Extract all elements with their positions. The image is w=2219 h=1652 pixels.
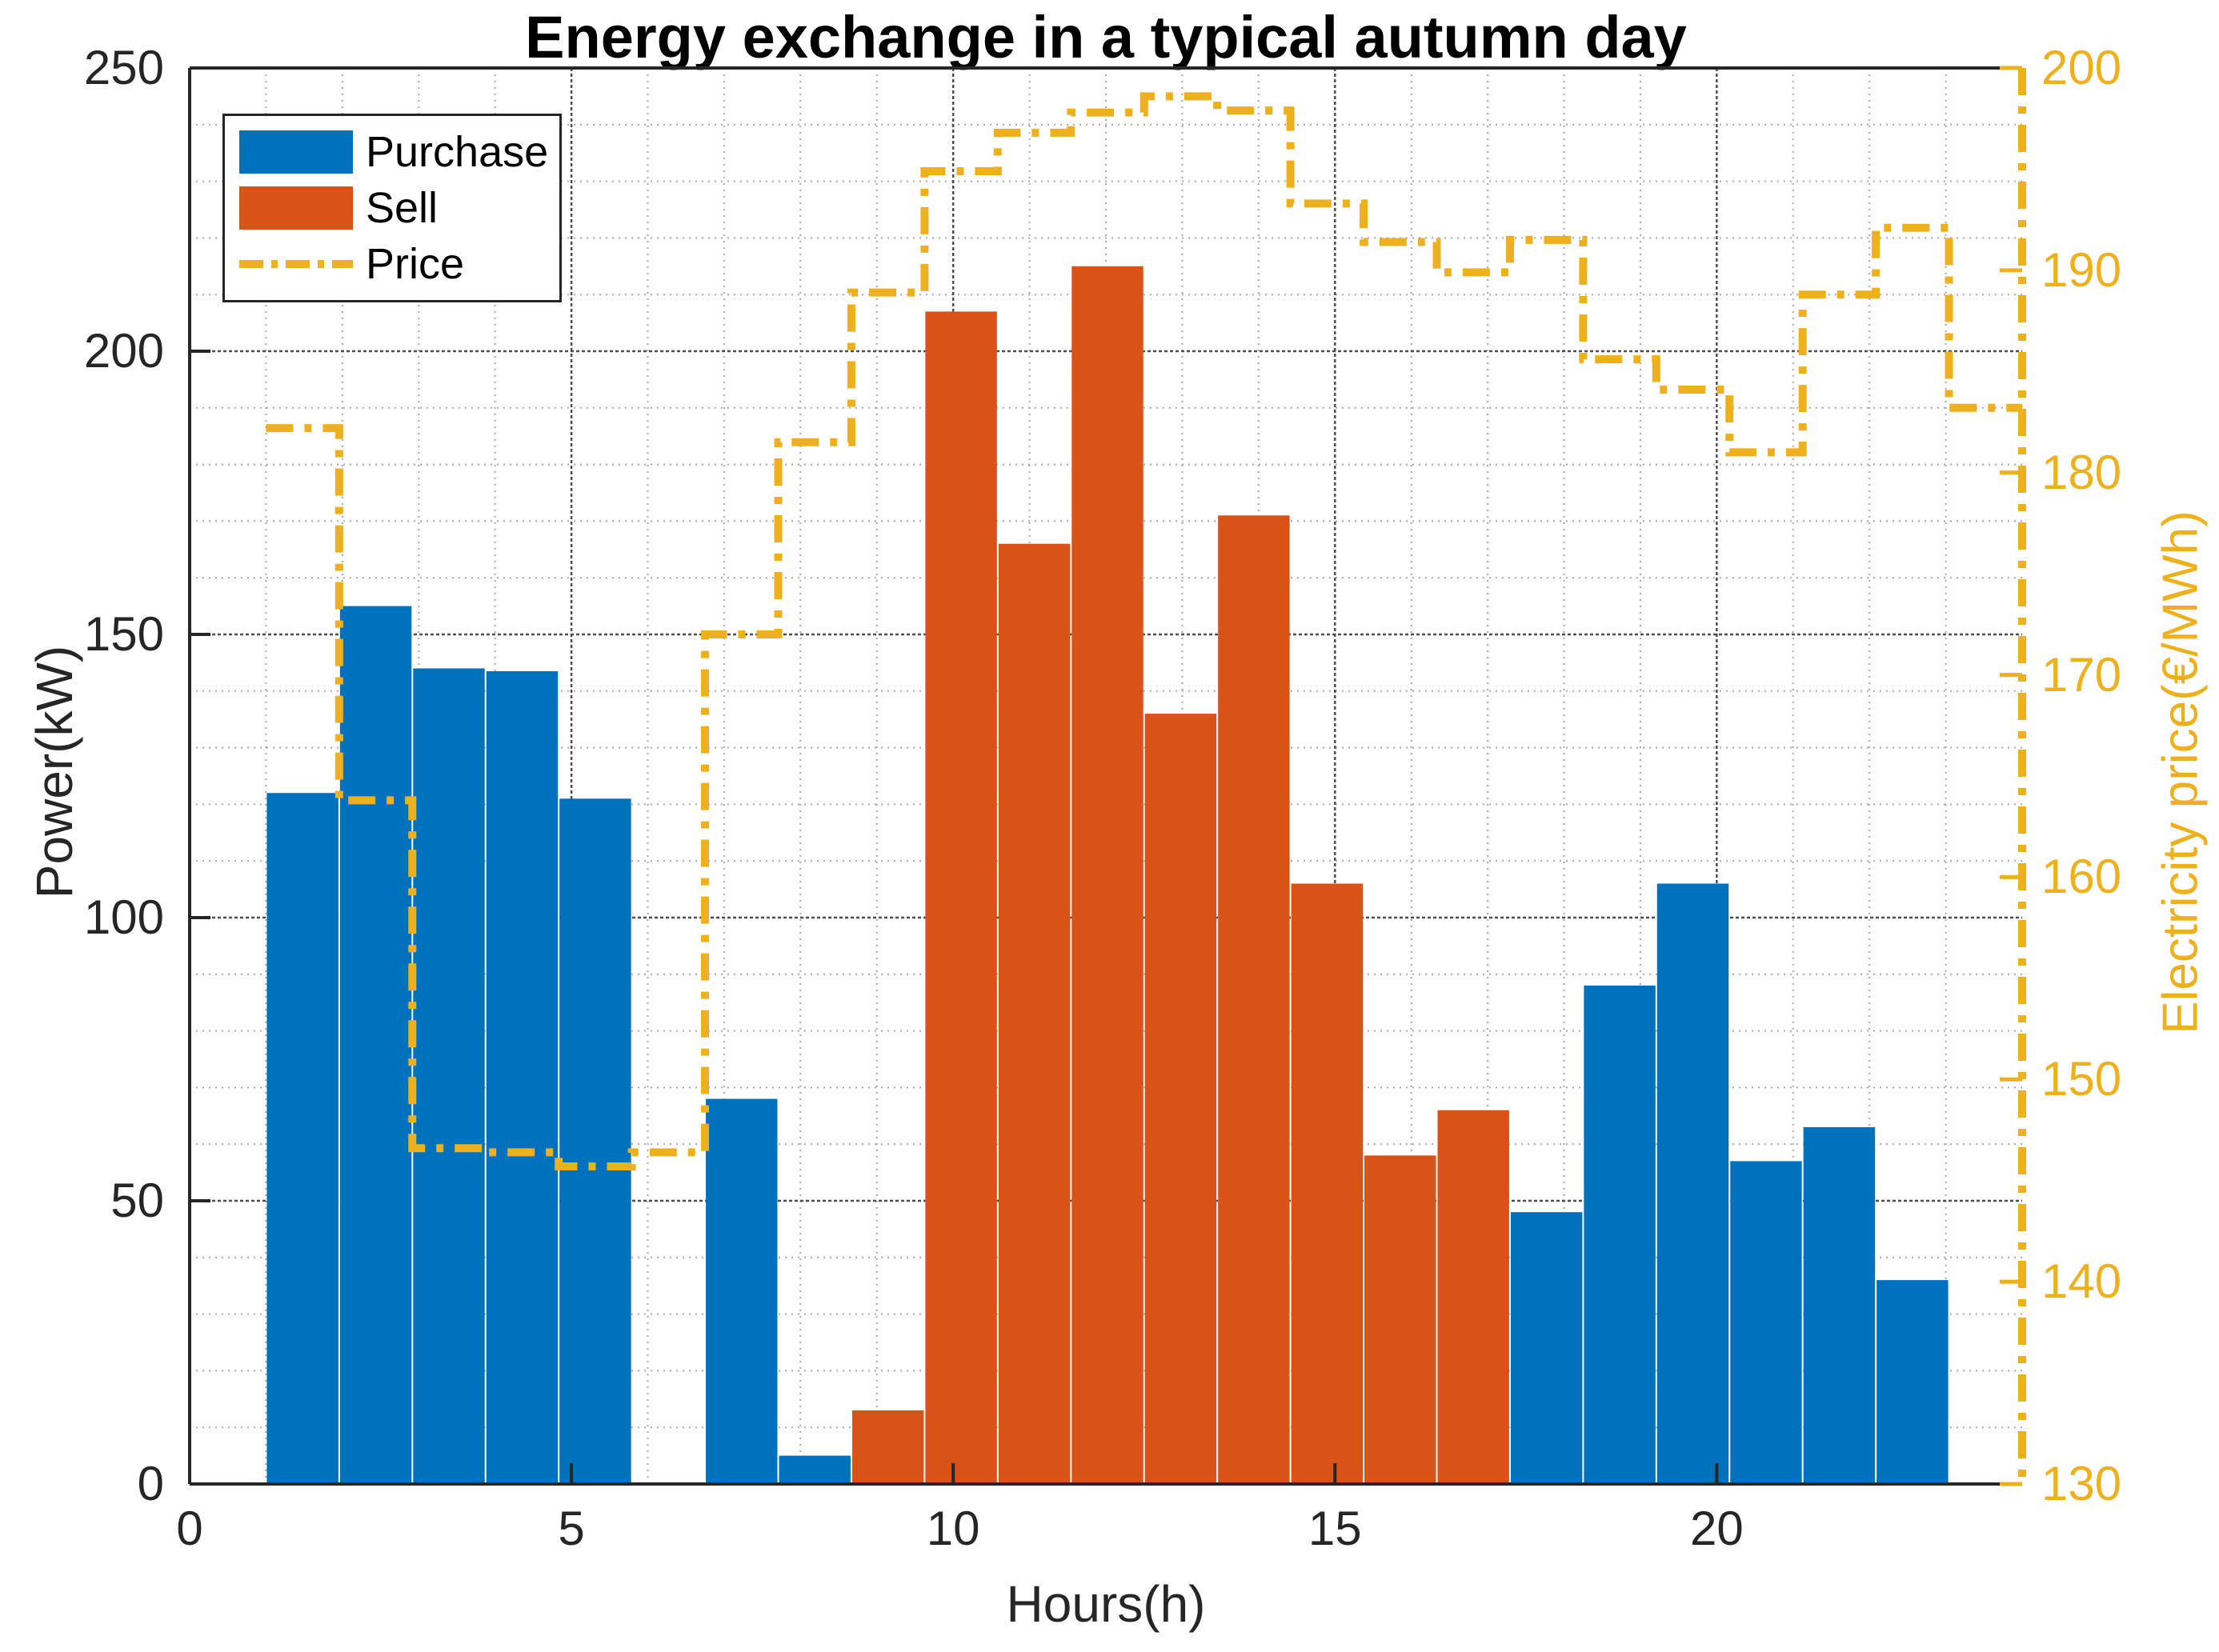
purchase-bar bbox=[1803, 1126, 1876, 1484]
sell-swatch bbox=[239, 186, 353, 230]
y-tick-label-right: 160 bbox=[2041, 850, 2122, 904]
purchase-bar bbox=[413, 668, 485, 1484]
purchase-bar bbox=[486, 671, 559, 1484]
legend: Purchase Sell Price bbox=[222, 114, 562, 302]
legend-item-sell: Sell bbox=[239, 183, 559, 233]
y-tick-label-right: 170 bbox=[2041, 647, 2122, 702]
sell-bar bbox=[1364, 1155, 1436, 1484]
purchase-bar bbox=[1656, 883, 1729, 1484]
legend-label-sell: Sell bbox=[366, 184, 439, 232]
y-tick-label-right: 190 bbox=[2041, 242, 2122, 297]
sell-bar bbox=[1218, 515, 1290, 1484]
sell-bar bbox=[1437, 1110, 1509, 1484]
y-tick-label-left: 50 bbox=[110, 1174, 164, 1227]
purchase-bar bbox=[779, 1455, 851, 1484]
purchase-swatch bbox=[239, 130, 353, 174]
purchase-bar bbox=[1584, 985, 1656, 1484]
x-tick-label: 5 bbox=[558, 1502, 585, 1555]
x-tick-label: 10 bbox=[926, 1502, 980, 1555]
purchase-bar bbox=[559, 798, 631, 1484]
purchase-bar bbox=[1877, 1280, 1949, 1484]
y-tick-label-right: 130 bbox=[2041, 1457, 2122, 1510]
y-tick-label-right: 200 bbox=[2041, 41, 2122, 94]
legend-item-purchase: Purchase bbox=[239, 127, 559, 177]
legend-label-price: Price bbox=[366, 240, 465, 288]
y-tick-label-left: 150 bbox=[83, 607, 164, 661]
purchase-bar bbox=[266, 793, 338, 1484]
y-tick-label-right: 140 bbox=[2041, 1254, 2122, 1309]
y-tick-label-left: 200 bbox=[83, 324, 164, 378]
legend-label-purchase: Purchase bbox=[366, 128, 549, 176]
price-line-swatch bbox=[239, 260, 353, 268]
x-tick-label: 0 bbox=[176, 1502, 203, 1555]
y-tick-label-right: 150 bbox=[2041, 1052, 2122, 1106]
purchase-bar bbox=[339, 606, 412, 1484]
y-tick-label-left: 250 bbox=[83, 41, 164, 94]
sell-bar bbox=[1144, 714, 1217, 1484]
y-tick-label-left: 100 bbox=[83, 890, 164, 944]
sell-bar bbox=[998, 543, 1071, 1484]
price-line bbox=[266, 92, 2022, 1171]
y-axis-label-left: Power(kW) bbox=[26, 645, 83, 899]
chart-title: Energy exchange in a typical autumn day bbox=[525, 4, 1687, 70]
y-axis-label-right: Electricity price(€/MWh) bbox=[2153, 510, 2209, 1034]
purchase-bar bbox=[1730, 1161, 1802, 1484]
purchase-bar bbox=[706, 1098, 778, 1484]
sell-bar bbox=[851, 1410, 924, 1484]
y-tick-label-right: 180 bbox=[2041, 445, 2122, 499]
y-tick-label-left: 0 bbox=[137, 1457, 164, 1510]
purchase-bar bbox=[1510, 1212, 1583, 1484]
x-tick-label: 20 bbox=[1689, 1502, 1744, 1555]
sell-bar bbox=[925, 311, 997, 1485]
sell-bar bbox=[1071, 266, 1144, 1484]
sell-bar bbox=[1291, 883, 1364, 1484]
legend-item-price: Price bbox=[239, 239, 559, 289]
x-axis-label: Hours(h) bbox=[1006, 1575, 1206, 1633]
x-tick-label: 15 bbox=[1308, 1502, 1362, 1555]
